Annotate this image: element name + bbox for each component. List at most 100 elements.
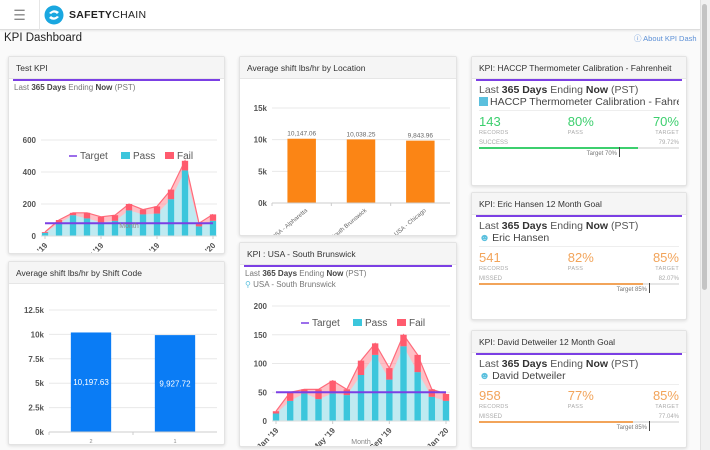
fail-bar xyxy=(125,204,133,211)
fail-bar xyxy=(315,389,322,400)
pass-bar xyxy=(386,379,393,421)
legend-pass-swatch xyxy=(121,152,130,159)
progress-value: 82.07% xyxy=(658,276,679,282)
location-label: ⚲ USA - South Brunswick xyxy=(245,280,336,289)
data-label: 10,197.63 xyxy=(73,378,109,387)
fail-bar xyxy=(41,232,49,233)
legend-target-label: Target xyxy=(312,318,340,329)
status-label: MISSED xyxy=(479,276,503,282)
card-title: Test KPI xyxy=(9,57,224,79)
y-tick-label: 0k xyxy=(258,199,267,208)
kpi-stats: 143 RECORDS 80% PASS 70% TARGET xyxy=(479,114,679,136)
x-tick-label: Jan '19 xyxy=(24,241,50,254)
progress-fill xyxy=(479,147,639,149)
fail-bar xyxy=(153,206,161,214)
location-chart[interactable]: 0k 5k 10k 15k 10,147.06 USA - Alpharetta 10,03… xyxy=(240,79,457,235)
target-marker: Target 85% xyxy=(479,421,679,435)
x-tick-label: Sep '19 xyxy=(135,241,161,254)
help-circle-icon: ⓘ xyxy=(634,34,642,43)
progress-bar xyxy=(479,283,679,285)
fail-bar xyxy=(83,212,91,219)
pass-bar xyxy=(55,223,63,236)
form-icon xyxy=(479,97,488,106)
bar xyxy=(70,332,112,432)
card-title: Average shift lbs/hr by Location xyxy=(240,57,456,79)
pass-stat: 82% PASS xyxy=(567,250,594,272)
pass-bar xyxy=(195,226,203,236)
scrollbar-thumb[interactable] xyxy=(702,4,707,290)
accent-bar xyxy=(244,265,452,267)
y-tick-label: 400 xyxy=(23,168,37,177)
brand-logo[interactable]: SAFETYCHAIN xyxy=(44,5,146,25)
y-tick-label: 10k xyxy=(31,330,45,339)
user-icon: ☻ xyxy=(479,232,491,244)
x-tick-label: USA - Alpharetta xyxy=(271,208,309,235)
fail-bar xyxy=(386,368,393,380)
pass-bar xyxy=(83,218,91,236)
y-tick-label: 200 xyxy=(23,200,37,209)
x-tick-label: Jan '19 xyxy=(255,426,281,447)
y-tick-label: 600 xyxy=(23,136,37,145)
card-title: KPI: Eric Hansen 12 Month Goal xyxy=(472,193,686,215)
data-label: 9,927.72 xyxy=(159,380,191,389)
kpi-subject: HACCP Thermometer Calibration - Fahrenhe… xyxy=(479,96,679,111)
records-stat: 541 RECORDS xyxy=(479,250,509,272)
card-title: KPI : USA - South Brunswick xyxy=(240,243,456,265)
fail-bar xyxy=(209,214,217,221)
shift-code-chart[interactable]: 0k2.5k5k7.5k10k12.5k10,197.6329,927.721S… xyxy=(9,284,225,444)
test-kpi-chart[interactable]: 0 200 400 600 Jan '19 May '19 Sep '19 Jan '20 Mo… xyxy=(9,94,225,254)
date-range: Last 365 Days Ending Now (PST) xyxy=(245,269,367,278)
progress-labels: MISSED 82.07% xyxy=(479,276,679,282)
progress-fill xyxy=(479,421,634,423)
fail-bar xyxy=(272,411,280,414)
card-test-kpi: Test KPI Last 365 Days Ending Now (PST) … xyxy=(8,56,225,254)
card-kpi-haccp: KPI: HACCP Thermometer Calibration - Fah… xyxy=(471,56,687,186)
x-tick-label: Jan '20 xyxy=(425,426,451,447)
target-stat: 85% TARGET xyxy=(652,388,679,410)
fail-bar xyxy=(357,360,365,375)
x-axis-label: Month xyxy=(119,223,139,230)
brand-name: SAFETYCHAIN xyxy=(69,9,147,21)
pass-bar xyxy=(286,400,294,421)
data-label: 10,038.25 xyxy=(347,131,376,138)
x-tick-label: Sep '19 xyxy=(368,426,394,447)
data-label: 10,147.06 xyxy=(287,131,316,138)
pass-bar xyxy=(400,346,407,421)
accent-bar xyxy=(13,79,220,81)
legend-pass-swatch xyxy=(353,319,362,326)
about-kpi-link[interactable]: ⓘ About KPI Dash xyxy=(634,34,697,43)
progress-value: 79.72% xyxy=(658,140,679,146)
pass-bar xyxy=(414,372,421,421)
pass-bar xyxy=(209,220,217,236)
legend-fail-label: Fail xyxy=(409,318,425,329)
x-tick-label: May '19 xyxy=(79,241,106,254)
pass-bar xyxy=(41,232,49,236)
pass-stat: 77% PASS xyxy=(567,388,594,410)
status-label: SUCCESS xyxy=(479,140,509,146)
pass-stat: 80% PASS xyxy=(567,114,594,136)
bar xyxy=(154,335,196,432)
legend-fail-swatch xyxy=(397,319,406,326)
progress-value: 77.04% xyxy=(658,414,679,420)
kpi-stats: 958 RECORDS 77% PASS 85% TARGET xyxy=(479,388,679,410)
y-tick-label: 0 xyxy=(32,232,37,241)
accent-bar xyxy=(476,79,682,81)
fail-bar xyxy=(195,223,203,227)
fail-bar xyxy=(181,160,189,171)
menu-button[interactable]: ☰ xyxy=(0,0,40,30)
y-tick-label: 2.5k xyxy=(28,404,44,413)
kpi-stats: 541 RECORDS 82% PASS 85% TARGET xyxy=(479,250,679,272)
fail-bar xyxy=(69,212,77,216)
fail-bar xyxy=(371,343,379,355)
fail-bar xyxy=(97,216,105,223)
card-south-brunswick: KPI : USA - South Brunswick Last 365 Day… xyxy=(239,242,457,447)
legend-target-label: Target xyxy=(80,151,108,162)
progress-labels: SUCCESS 79.72% xyxy=(479,140,679,146)
accent-bar xyxy=(476,353,682,355)
x-axis-label: Month xyxy=(351,439,371,446)
target-marker: Target 70% xyxy=(479,147,679,161)
y-tick-label: 0 xyxy=(263,417,268,426)
fail-bar xyxy=(286,392,294,401)
south-brunswick-chart[interactable]: 0 50 100 150 200 Jan '19 May '19 Sep '19 Jan '20… xyxy=(240,289,457,447)
bar xyxy=(346,139,376,203)
